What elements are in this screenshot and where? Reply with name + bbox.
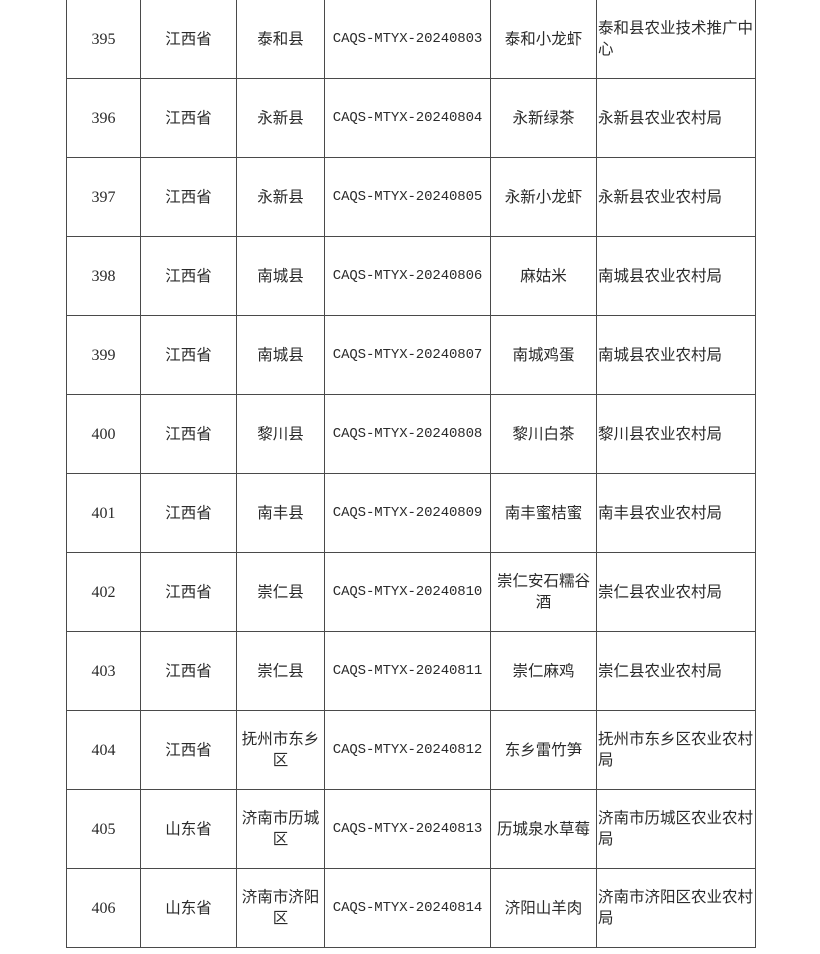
unit-cell: 抚州市东乡区农业农村局 [596, 710, 756, 790]
products-table: 395 江西省 泰和县 CAQS-MTYX-20240803 泰和小龙虾 泰和县农业技术推… [66, 0, 756, 948]
province-cell: 山东省 [140, 789, 237, 869]
row-number: 395 [66, 0, 141, 79]
province-cell: 山东省 [140, 868, 237, 948]
product-cell: 黎川白茶 [490, 394, 597, 474]
province-cell: 江西省 [140, 552, 237, 632]
product-cell: 泰和小龙虾 [490, 0, 597, 79]
table-row: 402 江西省 崇仁县 CAQS-MTYX-20240810 崇仁安石糯谷酒 崇仁县农业农… [66, 552, 756, 632]
province-cell: 江西省 [140, 394, 237, 474]
table-row: 399 江西省 南城县 CAQS-MTYX-20240807 南城鸡蛋 南城县农业农村局 [66, 315, 756, 395]
row-number: 399 [66, 315, 141, 395]
county-cell: 永新县 [236, 157, 325, 237]
unit-cell: 黎川县农业农村局 [596, 394, 756, 474]
product-cell: 崇仁安石糯谷酒 [490, 552, 597, 632]
province-cell: 江西省 [140, 631, 237, 711]
table-row: 406 山东省 济南市济阳区 CAQS-MTYX-20240814 济阳山羊肉 济南市济阳… [66, 868, 756, 948]
row-number: 396 [66, 78, 141, 158]
product-cell: 永新绿茶 [490, 78, 597, 158]
unit-cell: 泰和县农业技术推广中心 [596, 0, 756, 79]
row-number: 406 [66, 868, 141, 948]
row-number: 397 [66, 157, 141, 237]
county-cell: 黎川县 [236, 394, 325, 474]
product-cell: 东乡雷竹笋 [490, 710, 597, 790]
province-cell: 江西省 [140, 0, 237, 79]
county-cell: 抚州市东乡区 [236, 710, 325, 790]
product-cell: 南丰蜜桔蜜 [490, 473, 597, 553]
code-cell: CAQS-MTYX-20240811 [324, 631, 491, 711]
row-number: 404 [66, 710, 141, 790]
code-cell: CAQS-MTYX-20240803 [324, 0, 491, 79]
code-cell: CAQS-MTYX-20240804 [324, 78, 491, 158]
row-number: 402 [66, 552, 141, 632]
code-cell: CAQS-MTYX-20240808 [324, 394, 491, 474]
table-row: 397 江西省 永新县 CAQS-MTYX-20240805 永新小龙虾 永新县农业农村局 [66, 157, 756, 237]
table-row: 403 江西省 崇仁县 CAQS-MTYX-20240811 崇仁麻鸡 崇仁县农业农村局 [66, 631, 756, 711]
county-cell: 南丰县 [236, 473, 325, 553]
table-row: 395 江西省 泰和县 CAQS-MTYX-20240803 泰和小龙虾 泰和县农业技术推… [66, 0, 756, 79]
province-cell: 江西省 [140, 236, 237, 316]
code-cell: CAQS-MTYX-20240812 [324, 710, 491, 790]
row-number: 405 [66, 789, 141, 869]
county-cell: 泰和县 [236, 0, 325, 79]
unit-cell: 崇仁县农业农村局 [596, 631, 756, 711]
code-cell: CAQS-MTYX-20240813 [324, 789, 491, 869]
code-cell: CAQS-MTYX-20240809 [324, 473, 491, 553]
table-row: 404 江西省 抚州市东乡区 CAQS-MTYX-20240812 东乡雷竹笋 抚州市东乡… [66, 710, 756, 790]
county-cell: 济南市济阳区 [236, 868, 325, 948]
county-cell: 南城县 [236, 236, 325, 316]
unit-cell: 永新县农业农村局 [596, 157, 756, 237]
unit-cell: 崇仁县农业农村局 [596, 552, 756, 632]
unit-cell: 南城县农业农村局 [596, 236, 756, 316]
code-cell: CAQS-MTYX-20240805 [324, 157, 491, 237]
unit-cell: 南城县农业农村局 [596, 315, 756, 395]
province-cell: 江西省 [140, 157, 237, 237]
province-cell: 江西省 [140, 315, 237, 395]
code-cell: CAQS-MTYX-20240810 [324, 552, 491, 632]
unit-cell: 济南市历城区农业农村局 [596, 789, 756, 869]
row-number: 403 [66, 631, 141, 711]
table-row: 396 江西省 永新县 CAQS-MTYX-20240804 永新绿茶 永新县农业农村局 [66, 78, 756, 158]
county-cell: 崇仁县 [236, 552, 325, 632]
unit-cell: 永新县农业农村局 [596, 78, 756, 158]
product-cell: 永新小龙虾 [490, 157, 597, 237]
row-number: 401 [66, 473, 141, 553]
row-number: 400 [66, 394, 141, 474]
product-cell: 南城鸡蛋 [490, 315, 597, 395]
unit-cell: 济南市济阳区农业农村局 [596, 868, 756, 948]
table-row: 401 江西省 南丰县 CAQS-MTYX-20240809 南丰蜜桔蜜 南丰县农业农村局 [66, 473, 756, 553]
province-cell: 江西省 [140, 78, 237, 158]
code-cell: CAQS-MTYX-20240814 [324, 868, 491, 948]
product-cell: 麻姑米 [490, 236, 597, 316]
table-row: 398 江西省 南城县 CAQS-MTYX-20240806 麻姑米 南城县农业农村局 [66, 236, 756, 316]
product-cell: 济阳山羊肉 [490, 868, 597, 948]
table-row: 405 山东省 济南市历城区 CAQS-MTYX-20240813 历城泉水草莓 济南市历… [66, 789, 756, 869]
unit-cell: 南丰县农业农村局 [596, 473, 756, 553]
county-cell: 崇仁县 [236, 631, 325, 711]
county-cell: 永新县 [236, 78, 325, 158]
province-cell: 江西省 [140, 710, 237, 790]
product-cell: 崇仁麻鸡 [490, 631, 597, 711]
row-number: 398 [66, 236, 141, 316]
product-cell: 历城泉水草莓 [490, 789, 597, 869]
province-cell: 江西省 [140, 473, 237, 553]
code-cell: CAQS-MTYX-20240807 [324, 315, 491, 395]
county-cell: 南城县 [236, 315, 325, 395]
code-cell: CAQS-MTYX-20240806 [324, 236, 491, 316]
county-cell: 济南市历城区 [236, 789, 325, 869]
table-row: 400 江西省 黎川县 CAQS-MTYX-20240808 黎川白茶 黎川县农业农村局 [66, 394, 756, 474]
